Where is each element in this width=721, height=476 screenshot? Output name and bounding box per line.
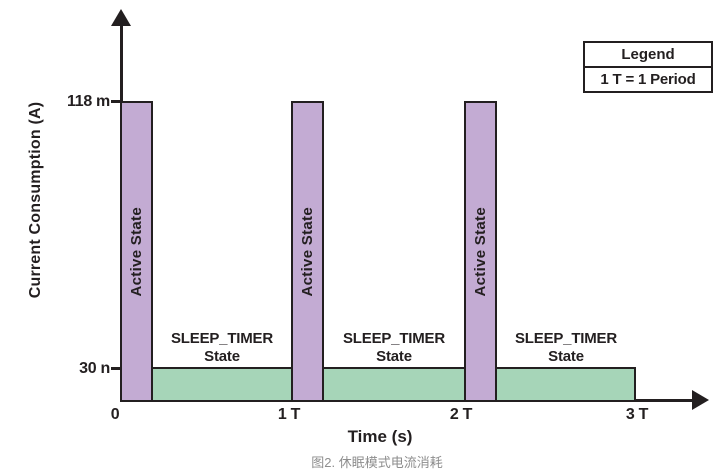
- active-state-bar-2: Active State: [291, 101, 324, 402]
- sleep-state-label-line2: State: [376, 347, 412, 365]
- sleep-timer-bar-1: [151, 367, 294, 402]
- legend-title: Legend: [585, 43, 711, 68]
- y-axis-arrow-icon: [111, 9, 131, 26]
- sleep-state-label-line2: State: [204, 347, 240, 365]
- active-state-bar-3: Active State: [464, 101, 497, 402]
- sleep-timer-bar-2: [322, 367, 467, 402]
- sleep-state-label-3: SLEEP_TIMER State: [481, 330, 651, 365]
- sleep-state-label-2: SLEEP_TIMER State: [309, 330, 479, 365]
- figure-caption: 图2. 休眠模式电流消耗: [311, 455, 443, 470]
- x-tick-label-0: 0: [110, 406, 120, 423]
- x-axis-arrow-icon: [692, 390, 709, 410]
- y-axis-title: Current Consumption (A): [27, 101, 44, 299]
- sleep-state-label-line2: State: [548, 347, 584, 365]
- active-state-bar-1: Active State: [120, 101, 153, 402]
- y-tick-mark-118m: [111, 100, 121, 103]
- x-tick-label-3t: 3 T: [625, 406, 649, 423]
- sleep-state-label-line1: SLEEP_TIMER: [171, 330, 273, 347]
- x-axis-title: Time (s): [347, 427, 413, 446]
- sleep-state-label-line1: SLEEP_TIMER: [343, 330, 445, 347]
- x-tick-label-1t: 1 T: [277, 406, 301, 423]
- y-tick-label-30n: 30 n: [79, 360, 110, 377]
- y-tick-label-118m: 118 m: [67, 93, 110, 110]
- active-state-bar-label: Active State: [299, 206, 316, 297]
- active-state-bar-label: Active State: [472, 206, 489, 297]
- y-tick-mark-30n: [111, 367, 121, 370]
- sleep-state-label-1: SLEEP_TIMER State: [137, 330, 307, 365]
- x-tick-label-2t: 2 T: [449, 406, 473, 423]
- sleep-timer-bar-3: [494, 367, 636, 402]
- active-state-bar-label: Active State: [128, 206, 145, 297]
- legend-entry: 1 T = 1 Period: [600, 71, 696, 88]
- legend-box: Legend 1 T = 1 Period: [583, 41, 713, 93]
- sleep-state-label-line1: SLEEP_TIMER: [515, 330, 617, 347]
